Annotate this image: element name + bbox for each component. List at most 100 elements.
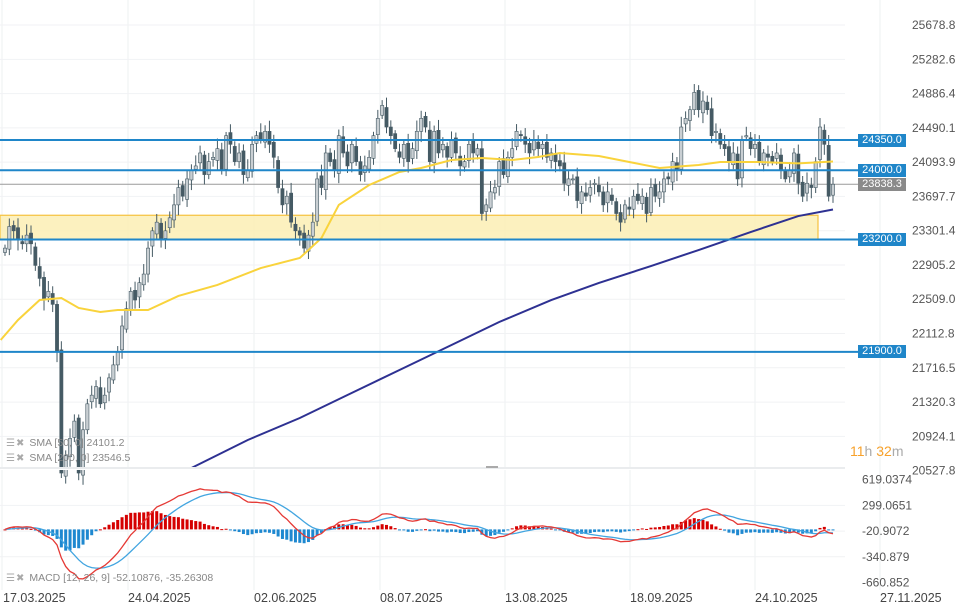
legend-sma200[interactable]: ☰✖ SMA [200, 0] 23546.5 xyxy=(6,452,130,464)
macd-histogram-bar xyxy=(684,520,688,530)
macd-histogram-bar xyxy=(55,529,59,539)
macd-histogram-bar xyxy=(33,529,37,531)
macd-histogram-bar xyxy=(588,529,592,534)
macd-histogram-bar xyxy=(410,529,414,532)
macd-histogram-bar xyxy=(319,529,323,533)
candle-body xyxy=(176,187,181,206)
macd-histogram-bar xyxy=(476,529,480,532)
macd-histogram-bar xyxy=(441,529,445,532)
macd-histogram-bar xyxy=(254,529,258,534)
macd-histogram-bar xyxy=(554,529,558,531)
macd-histogram-bar xyxy=(358,527,362,530)
macd-histogram-bar xyxy=(155,511,159,530)
candle-body xyxy=(3,247,7,253)
macd-axis-label: 299.0651 xyxy=(862,498,912,512)
level-price-tag[interactable]: 24000.0 xyxy=(858,163,906,177)
candle-body xyxy=(774,152,779,159)
candle-body xyxy=(336,135,341,174)
candle-body xyxy=(800,181,805,197)
legend-sma50-text: SMA [50, 0] 24101.2 xyxy=(29,437,125,449)
candle-body xyxy=(146,247,150,275)
candle-body xyxy=(492,187,497,194)
candle-body xyxy=(237,152,241,162)
legend-macd[interactable]: ☰✖ MACD [12, 26, 9] -52.10876, -35.26308 xyxy=(6,572,213,584)
macd-histogram-bar xyxy=(809,529,813,534)
macd-histogram-bar xyxy=(723,529,727,531)
candle-body xyxy=(185,178,189,200)
candle-body xyxy=(98,387,103,405)
candle-body xyxy=(805,182,809,194)
candle-body xyxy=(120,325,124,351)
pane-resize-handle[interactable] xyxy=(486,466,498,468)
macd-histogram-bar xyxy=(796,529,800,533)
macd-histogram-bar xyxy=(328,527,332,530)
price-axis-label: 25678.8 xyxy=(912,18,956,32)
legend-sma200-text: SMA [200, 0] 23546.5 xyxy=(29,452,131,464)
candle-body xyxy=(76,417,81,474)
candle-body xyxy=(471,140,476,154)
settings-icon[interactable]: ☰✖ xyxy=(6,452,26,464)
settings-icon[interactable]: ☰✖ xyxy=(6,437,26,449)
macd-histogram-bar xyxy=(59,529,63,548)
macd-histogram-bar xyxy=(532,526,536,530)
level-price-tag[interactable]: 23200.0 xyxy=(858,232,906,246)
candle-body xyxy=(410,148,415,159)
candle-body xyxy=(692,92,697,111)
candle-body xyxy=(527,142,532,154)
date-axis-label: 24.10.2025 xyxy=(755,591,818,605)
macd-histogram-bar xyxy=(744,529,748,533)
candle-body xyxy=(371,135,376,159)
candle-body xyxy=(354,146,359,162)
macd-histogram-bar xyxy=(402,529,406,531)
candle-body xyxy=(584,192,588,197)
macd-histogram-bar xyxy=(406,529,410,532)
macd-histogram-bar xyxy=(289,529,293,542)
candle-body xyxy=(735,153,740,180)
macd-histogram-bar xyxy=(731,529,735,534)
macd-histogram-bar xyxy=(263,529,267,533)
candle-body xyxy=(466,144,471,161)
countdown-m-unit: m xyxy=(891,443,904,459)
candle-body xyxy=(831,183,835,196)
candle-body xyxy=(649,187,653,213)
candle-body xyxy=(597,185,601,193)
macd-histogram-bar xyxy=(627,529,631,532)
price-axis-label: 23697.7 xyxy=(912,189,956,203)
macd-histogram-bar xyxy=(29,528,33,530)
candle-body xyxy=(55,304,59,353)
candle-body xyxy=(349,144,354,164)
candle-body xyxy=(740,139,744,179)
macd-histogram-bar xyxy=(198,521,202,530)
level-price-tag[interactable]: 21900.0 xyxy=(858,345,906,359)
legend-sma50[interactable]: ☰✖ SMA [50, 0] 24101.2 xyxy=(6,437,125,449)
macd-histogram-bar xyxy=(68,529,72,551)
macd-histogram-bar xyxy=(480,529,484,535)
macd-histogram-bar xyxy=(497,529,501,533)
macd-histogram-bar xyxy=(64,529,68,551)
macd-histogram-bar xyxy=(710,524,714,530)
macd-histogram-bar xyxy=(805,529,809,534)
macd-axis-label: 619.0374 xyxy=(862,473,912,487)
settings-icon[interactable]: ☰✖ xyxy=(6,572,26,584)
macd-histogram-bar xyxy=(90,529,94,536)
candle-body xyxy=(618,212,623,223)
candle-body xyxy=(228,132,233,145)
candle-body xyxy=(497,161,502,187)
macd-histogram-bar xyxy=(259,529,263,533)
macd-histogram-bar xyxy=(25,528,29,530)
candle-body xyxy=(744,135,749,138)
macd-histogram-bar xyxy=(714,526,718,530)
macd-histogram-bar xyxy=(597,529,601,532)
macd-histogram-bar xyxy=(133,512,137,530)
candle-body xyxy=(557,160,562,167)
candle-body xyxy=(458,155,463,167)
candle-body xyxy=(59,349,64,474)
macd-histogram-bar xyxy=(189,520,193,530)
price-axis-label: 24093.9 xyxy=(912,155,956,169)
macd-histogram-bar xyxy=(632,529,636,531)
level-price-tag[interactable]: 24350.0 xyxy=(858,133,906,147)
date-axis-label: 27.11.2025 xyxy=(880,591,942,605)
candle-body xyxy=(310,221,315,237)
macd-histogram-bar xyxy=(428,529,432,532)
